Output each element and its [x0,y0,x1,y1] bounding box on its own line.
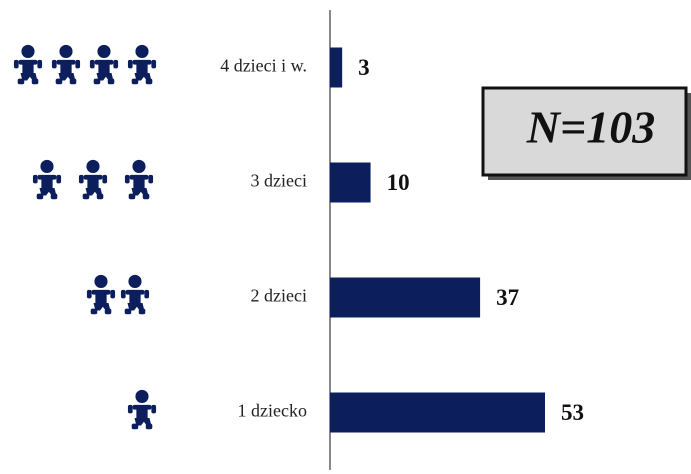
child-icon [32,159,62,200]
child-icon [127,44,157,85]
category-label: 4 dzieci i w. [220,56,307,76]
child-icon [51,44,81,85]
child-icon [120,274,150,315]
bar [330,162,371,203]
icons [13,44,157,430]
value-label: 10 [387,170,410,195]
bar [330,47,343,88]
category-label: 1 dziecko [238,401,307,421]
value-label: 3 [358,55,370,80]
child-icon [127,389,157,430]
annotation: N=103 [526,102,655,153]
value-label: 37 [496,285,519,310]
bar [330,392,545,433]
category-label: 2 dzieci [251,286,307,306]
child-icon [13,44,43,85]
bar [330,277,481,318]
category-label: 3 dzieci [251,171,307,191]
child-icon [86,274,116,315]
value-label: 53 [561,400,584,425]
annotation-box [481,86,688,177]
child-icon [124,159,154,200]
child-icon [89,44,119,85]
child-icon [78,159,108,200]
